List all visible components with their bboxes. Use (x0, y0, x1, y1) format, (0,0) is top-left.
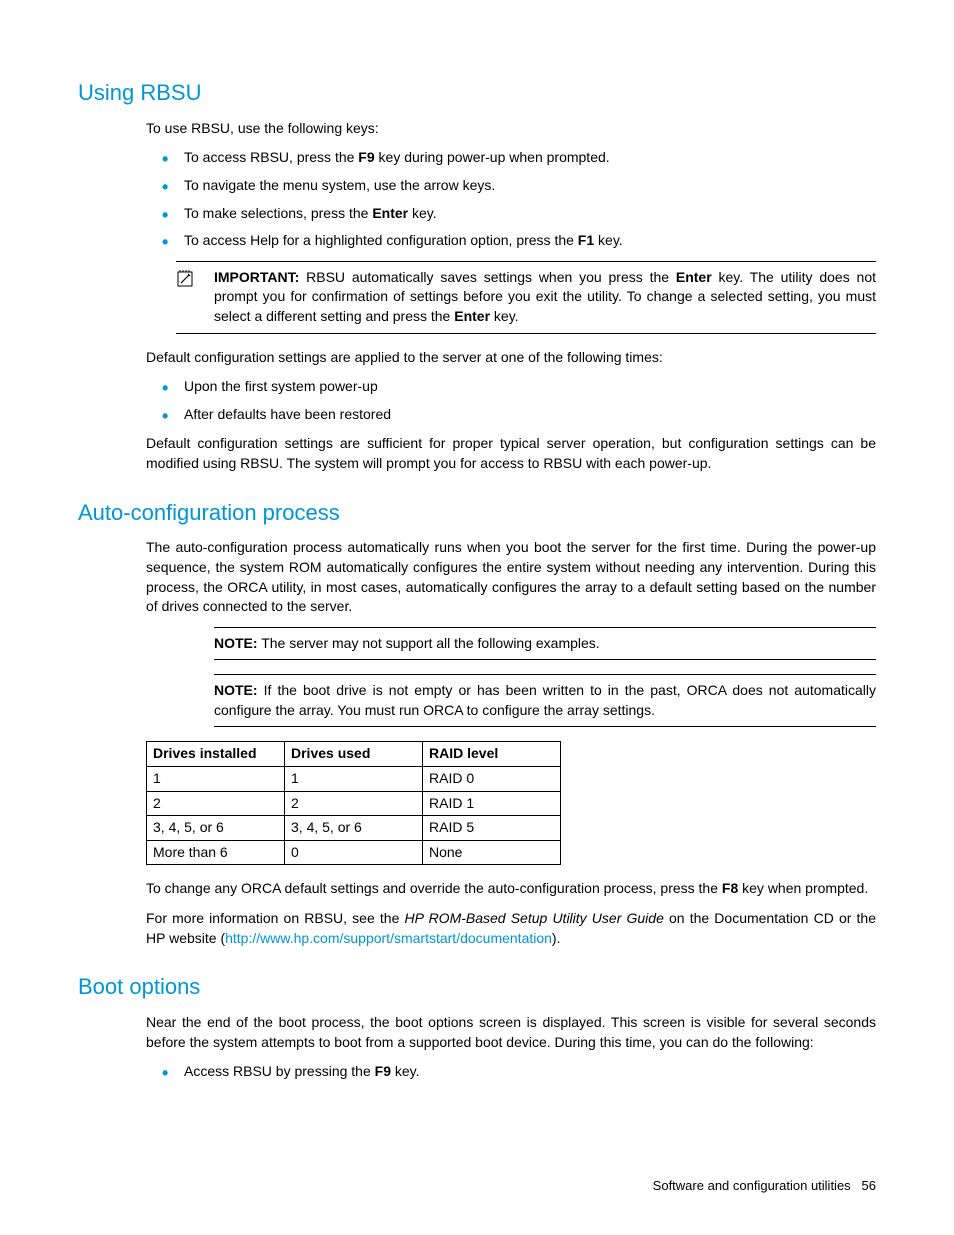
key-name: F1 (578, 232, 594, 248)
key-name: F8 (722, 880, 738, 896)
heading-auto-config: Auto-configuration process (78, 498, 876, 529)
text: Access RBSU by pressing the (184, 1063, 375, 1079)
footer-text: Software and configuration utilities (653, 1178, 851, 1193)
bullet-list: To access RBSU, press the F9 key during … (146, 148, 876, 250)
paragraph: For more information on RBSU, see the HP… (146, 909, 876, 948)
important-label: IMPORTANT: (214, 269, 299, 285)
page-number: 56 (862, 1178, 876, 1193)
note-label: NOTE: (214, 635, 258, 651)
paragraph: Near the end of the boot process, the bo… (146, 1013, 876, 1052)
table-header: Drives used (285, 742, 423, 767)
table-cell: 1 (285, 767, 423, 792)
note-label: NOTE: (214, 682, 258, 698)
text: To access Help for a highlighted configu… (184, 232, 578, 248)
bullet-list: Upon the first system power-up After def… (146, 377, 876, 424)
table-cell: 2 (147, 791, 285, 816)
hyperlink[interactable]: http://www.hp.com/support/smartstart/doc… (225, 930, 552, 946)
note-callout: NOTE: The server may not support all the… (214, 627, 876, 661)
text: key during power-up when prompted. (375, 149, 610, 165)
table-cell: RAID 5 (423, 816, 561, 841)
table-row: 1 1 RAID 0 (147, 767, 561, 792)
table-cell: None (423, 840, 561, 865)
table-header: Drives installed (147, 742, 285, 767)
text: key. (391, 1063, 420, 1079)
text: key. (594, 232, 623, 248)
table-cell: 1 (147, 767, 285, 792)
text: To make selections, press the (184, 205, 372, 221)
paragraph: Default configuration settings are suffi… (146, 434, 876, 473)
table-row: More than 6 0 None (147, 840, 561, 865)
table-cell: 3, 4, 5, or 6 (147, 816, 285, 841)
important-icon (176, 268, 196, 327)
list-item: To access RBSU, press the F9 key during … (146, 148, 876, 168)
heading-using-rbsu: Using RBSU (78, 78, 876, 109)
table-row: 3, 4, 5, or 6 3, 4, 5, or 6 RAID 5 (147, 816, 561, 841)
table-header-row: Drives installed Drives used RAID level (147, 742, 561, 767)
table-cell: 0 (285, 840, 423, 865)
paragraph: Default configuration settings are appli… (146, 348, 876, 368)
note-callout: NOTE: If the boot drive is not empty or … (214, 674, 876, 727)
raid-table: Drives installed Drives used RAID level … (146, 741, 561, 865)
list-item: To make selections, press the Enter key. (146, 204, 876, 224)
table-cell: 3, 4, 5, or 6 (285, 816, 423, 841)
text: key when prompted. (738, 880, 868, 896)
important-text: IMPORTANT: RBSU automatically saves sett… (196, 268, 876, 327)
text: RBSU automatically saves settings when y… (299, 269, 676, 285)
bullet-list: Access RBSU by pressing the F9 key. (146, 1062, 876, 1082)
text: The server may not support all the follo… (258, 635, 600, 651)
page-footer: Software and configuration utilities 56 (653, 1177, 876, 1195)
list-item: To navigate the menu system, use the arr… (146, 176, 876, 196)
key-name: Enter (372, 205, 408, 221)
heading-boot-options: Boot options (78, 972, 876, 1003)
table-cell: 2 (285, 791, 423, 816)
key-name: F9 (358, 149, 374, 165)
text: key. (490, 308, 519, 324)
key-name: F9 (375, 1063, 391, 1079)
paragraph: To use RBSU, use the following keys: (146, 119, 876, 139)
key-name: Enter (454, 308, 490, 324)
doc-title: HP ROM-Based Setup Utility User Guide (405, 910, 664, 926)
paragraph: To change any ORCA default settings and … (146, 879, 876, 899)
paragraph: The auto-configuration process automatic… (146, 538, 876, 616)
key-name: Enter (676, 269, 712, 285)
text: To change any ORCA default settings and … (146, 880, 722, 896)
text: key. (408, 205, 437, 221)
list-item: To access Help for a highlighted configu… (146, 231, 876, 251)
table-cell: RAID 1 (423, 791, 561, 816)
list-item: Upon the first system power-up (146, 377, 876, 397)
table-header: RAID level (423, 742, 561, 767)
list-item: After defaults have been restored (146, 405, 876, 425)
table-cell: More than 6 (147, 840, 285, 865)
text: ). (552, 930, 561, 946)
list-item: Access RBSU by pressing the F9 key. (146, 1062, 876, 1082)
text: If the boot drive is not empty or has be… (214, 682, 876, 718)
important-callout: IMPORTANT: RBSU automatically saves sett… (176, 261, 876, 334)
table-row: 2 2 RAID 1 (147, 791, 561, 816)
text: To access RBSU, press the (184, 149, 358, 165)
text: For more information on RBSU, see the (146, 910, 405, 926)
table-cell: RAID 0 (423, 767, 561, 792)
